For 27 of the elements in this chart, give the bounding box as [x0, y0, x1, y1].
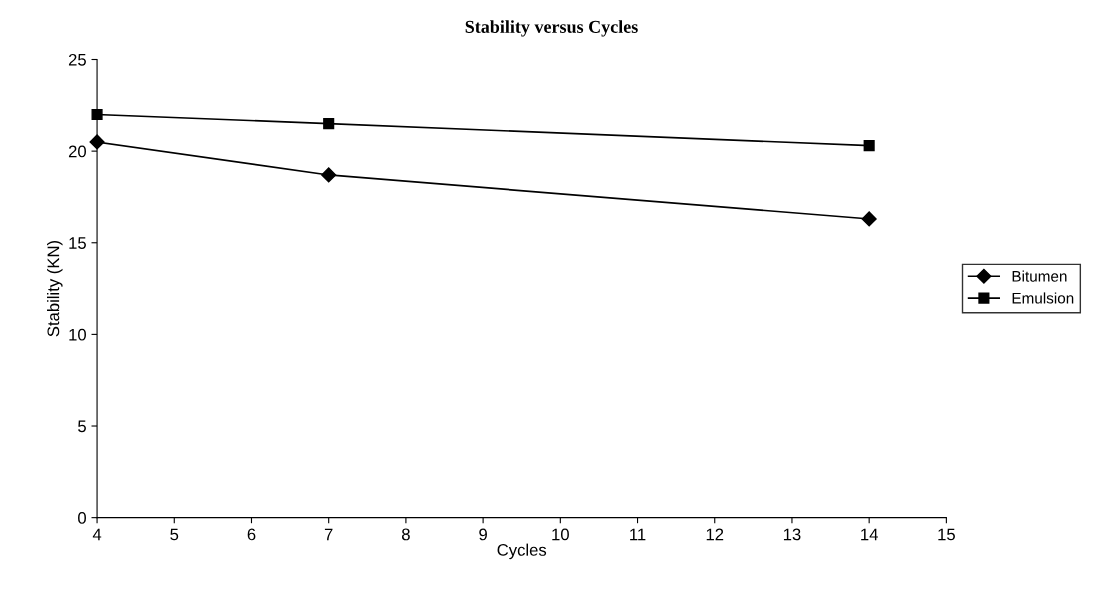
x-tick-label: 15 [938, 528, 955, 541]
x-tick-label: 10 [552, 528, 569, 541]
point [863, 140, 875, 152]
x-tick-label: 6 [247, 528, 256, 541]
y-tick-label: 5 [78, 420, 86, 433]
y-tick-label: 0 [78, 512, 86, 524]
point [321, 167, 337, 183]
x-tick-label: 9 [479, 528, 487, 541]
x-tick-label: 4 [92, 528, 102, 541]
chart-title: Stability versus Cycles [465, 20, 638, 37]
x-axis-title: Cycles [497, 543, 547, 560]
x-tick-label: 12 [706, 528, 724, 541]
y-tick-label: 20 [68, 145, 86, 158]
x-tick-label: 11 [630, 528, 646, 541]
x-tick-label: 8 [401, 528, 410, 541]
legend-label: Bitumen [1012, 270, 1067, 282]
legend-label: Emulsion [1012, 292, 1074, 304]
x-tick-label: 14 [861, 528, 878, 541]
y-tick-label: 15 [69, 237, 86, 249]
point [323, 118, 335, 130]
y-axis-title: Stability (KN) [47, 240, 63, 337]
y-tick-label: 10 [69, 328, 86, 341]
x-tick-label: 7 [324, 528, 333, 541]
x-tick-label: 13 [783, 528, 801, 541]
point [861, 211, 877, 227]
x-tick-label: 5 [170, 528, 179, 541]
y-tick-label: 25 [68, 53, 86, 66]
